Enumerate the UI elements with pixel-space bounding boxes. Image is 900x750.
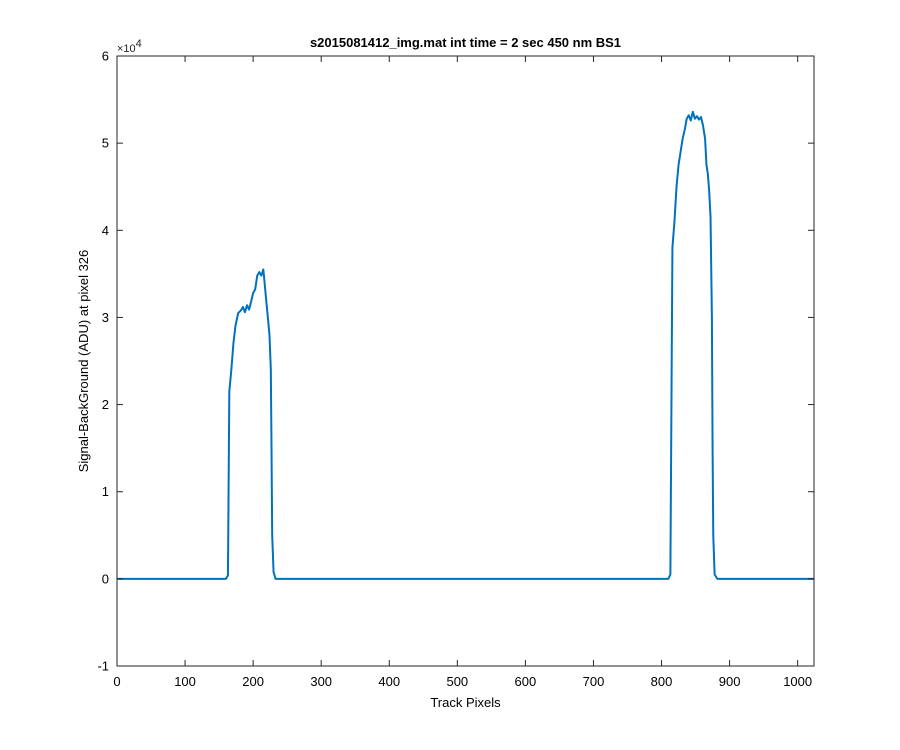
series-line-0: [117, 110, 814, 580]
y-tick-label-6: 5: [102, 136, 109, 151]
x-tick-label-100: 100: [174, 674, 196, 689]
x-tick-label-300: 300: [310, 674, 332, 689]
y-axis-exponent-power: 4: [136, 38, 142, 50]
x-axis-label: Track Pixels: [430, 695, 501, 710]
plot-area: [117, 56, 814, 666]
x-tick-label-600: 600: [515, 674, 537, 689]
y-tick-label-1: 0: [102, 571, 109, 586]
y-axis-exponent-base: ×10: [117, 43, 136, 55]
y-tick-label-5: 4: [102, 223, 109, 238]
x-tick-label-1000: 1000: [783, 674, 812, 689]
x-tick-label-800: 800: [651, 674, 673, 689]
y-tick-label-4: 3: [102, 310, 109, 325]
plot-box: [116, 55, 815, 667]
x-tick-label-500: 500: [446, 674, 468, 689]
y-axis-exponent: ×104: [117, 38, 142, 55]
y-tick-label-2: 1: [102, 484, 109, 499]
data-layer: [117, 110, 814, 580]
x-axis-ticks: 0 100 200 300 400 500 600 700 800 900 1000: [113, 56, 812, 689]
x-tick-label-900: 900: [719, 674, 741, 689]
x-tick-label-400: 400: [378, 674, 400, 689]
y-axis-label: Signal-BackGround (ADU) at pixel 326: [76, 250, 91, 473]
chart-title: s2015081412_img.mat int time = 2 sec 450…: [310, 35, 621, 50]
x-tick-label-0: 0: [113, 674, 120, 689]
x-tick-label-200: 200: [242, 674, 264, 689]
y-tick-label-0: -1: [97, 659, 109, 674]
x-tick-label-700: 700: [583, 674, 605, 689]
y-tick-label-7: 6: [102, 49, 109, 64]
y-tick-label-3: 2: [102, 397, 109, 412]
